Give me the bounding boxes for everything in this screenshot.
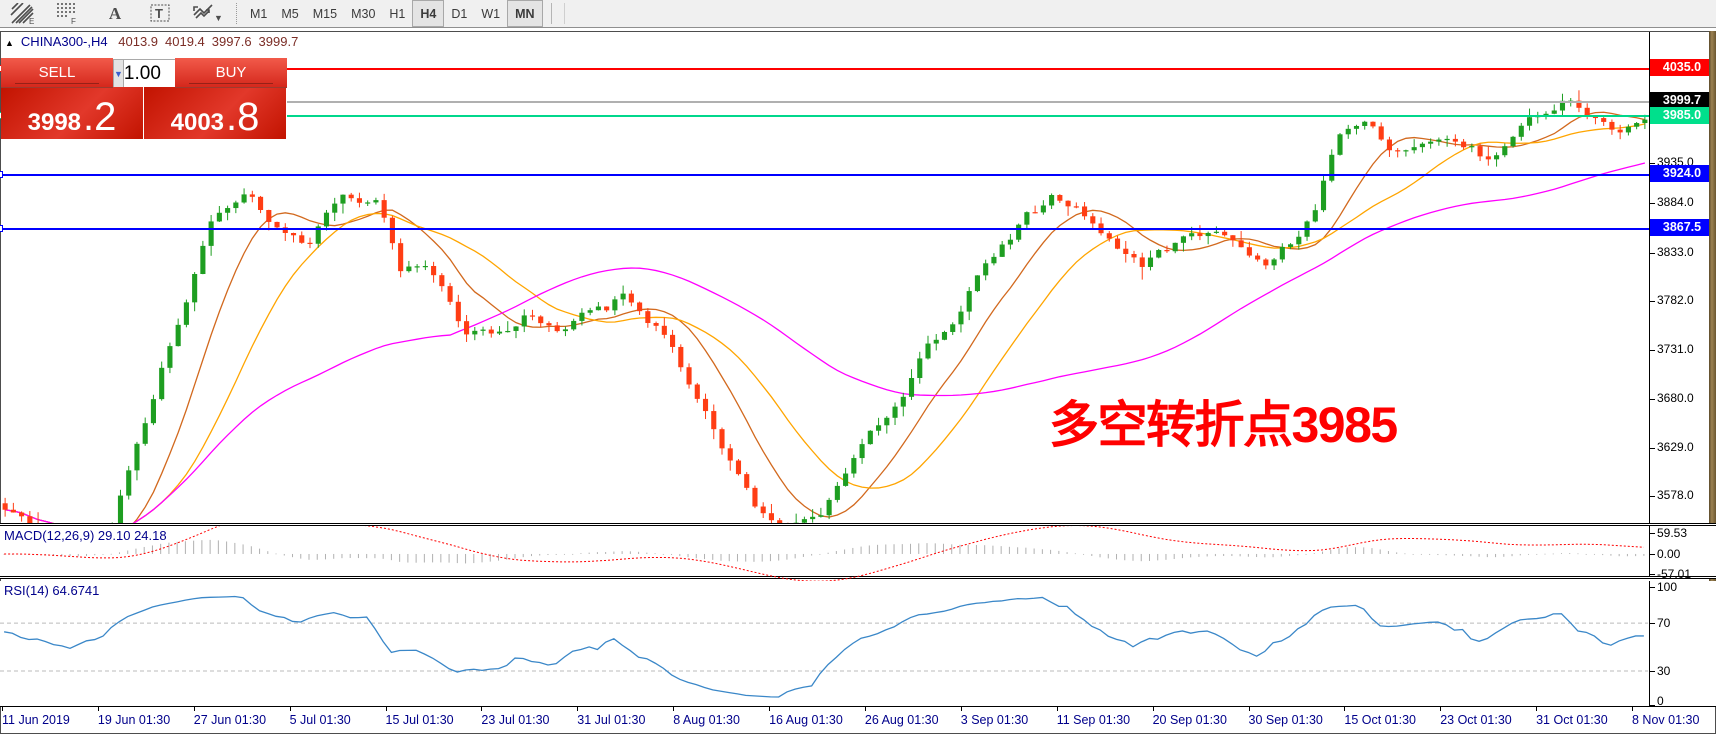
- svg-text:E: E: [29, 17, 34, 25]
- svg-text:▼: ▼: [214, 13, 222, 23]
- svg-text:T: T: [155, 6, 163, 21]
- svg-text:F: F: [71, 17, 76, 25]
